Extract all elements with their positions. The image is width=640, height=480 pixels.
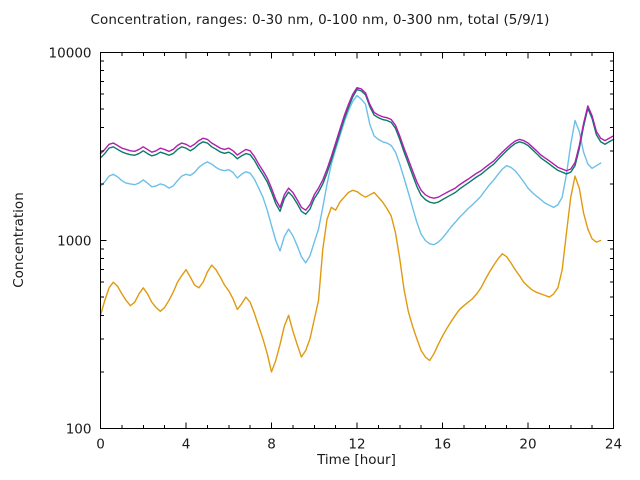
x-tick-label: 12 (348, 437, 365, 453)
chart-title: Concentration, ranges: 0-30 nm, 0-100 nm… (90, 12, 550, 28)
series-line-0-100-nm (99, 94, 602, 264)
y-tick-label: 100 (66, 422, 92, 438)
y-tick-label: 1000 (57, 234, 91, 250)
axis-group (100, 52, 614, 429)
y-tick-label: 10000 (49, 46, 92, 62)
x-tick-label: 20 (519, 437, 536, 453)
x-tick-label: 0 (96, 437, 105, 453)
series-line-0-300-nm (99, 88, 615, 215)
x-tick-label: 24 (605, 437, 622, 453)
x-tick-label: 8 (267, 437, 276, 453)
series-line-0-30-nm (99, 175, 602, 373)
series-line-total (99, 86, 615, 211)
tick-label-group: 0 4 8 12 16 20 24 100 1000 10000 (49, 46, 623, 453)
x-tick-label: 16 (434, 437, 451, 453)
axis-frame (100, 52, 614, 429)
x-axis-label: Time [hour] (317, 452, 396, 468)
x-tick-label: 4 (182, 437, 191, 453)
series-group (99, 86, 615, 373)
